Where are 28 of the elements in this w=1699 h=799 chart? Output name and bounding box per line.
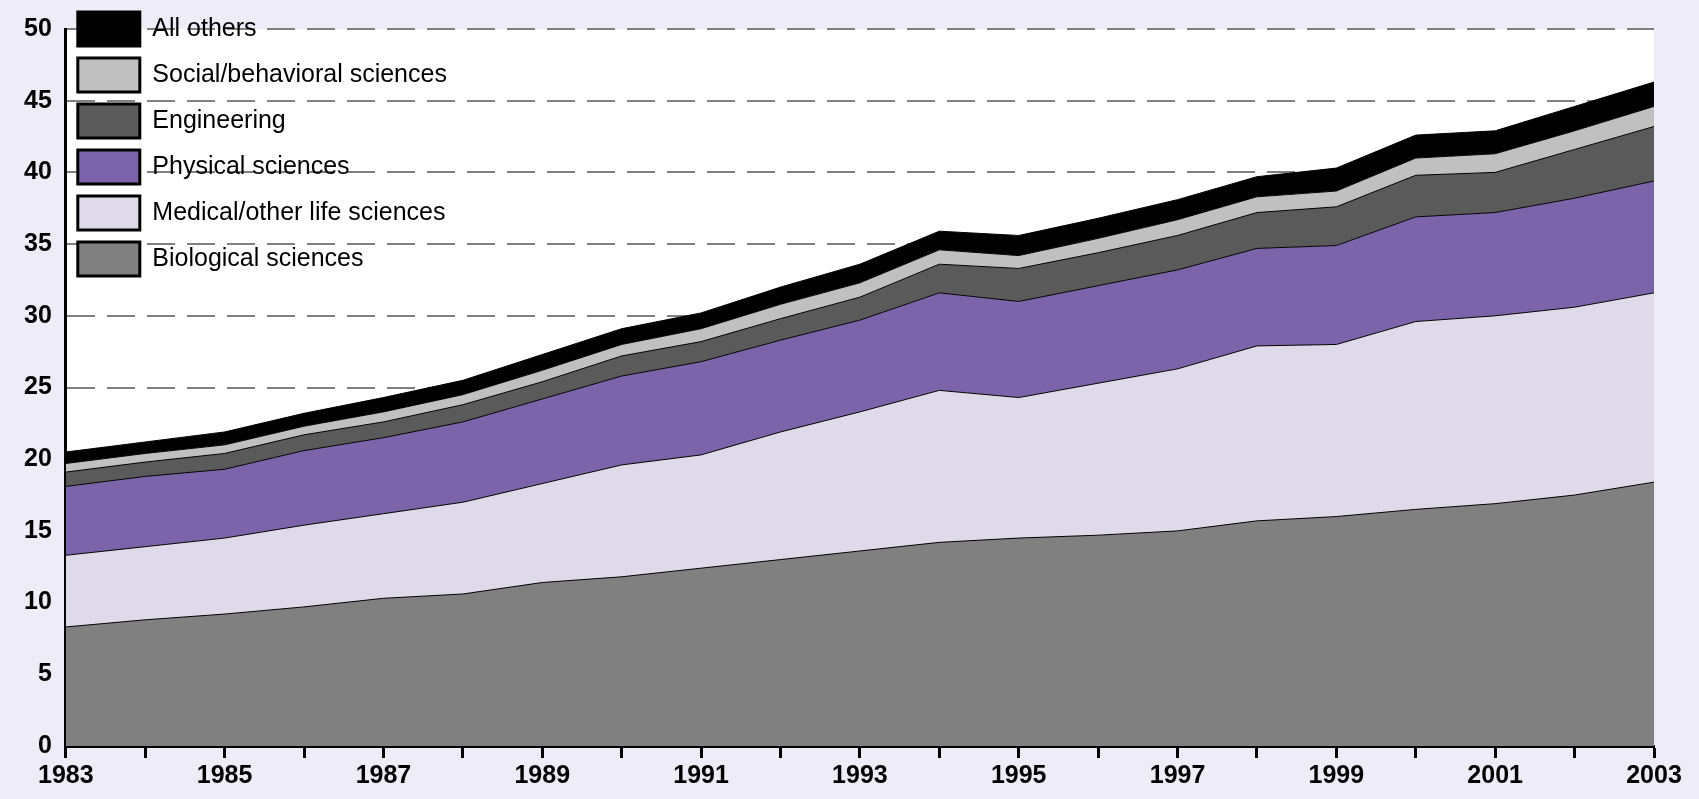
- x-tick-label: 1983: [38, 759, 94, 788]
- x-tick-label: 1999: [1308, 759, 1365, 788]
- legend-label: Biological sciences: [152, 242, 364, 271]
- y-tick-label: 15: [24, 514, 52, 543]
- legend-label: Physical sciences: [152, 150, 350, 179]
- y-tick-label: 20: [24, 443, 52, 472]
- y-tick-label: 5: [37, 658, 52, 687]
- x-tick-label: 2001: [1467, 759, 1524, 788]
- y-tick-label: 25: [24, 371, 52, 400]
- legend-label: Social/behavioral sciences: [152, 58, 447, 87]
- y-tick-label: 10: [24, 586, 52, 615]
- x-tick-label: 1989: [514, 759, 571, 788]
- y-tick-label: 40: [24, 156, 52, 185]
- x-tick-label: 1991: [673, 759, 729, 788]
- legend-label: Engineering: [152, 104, 286, 133]
- x-tick-label: 1997: [1149, 759, 1206, 788]
- x-tick-label: 1993: [832, 759, 888, 788]
- x-tick-label: 1995: [990, 759, 1047, 788]
- legend-label: All others: [152, 12, 257, 41]
- y-tick-label: 50: [24, 12, 52, 41]
- x-tick-label: 1987: [355, 759, 412, 788]
- y-tick-label: 35: [24, 227, 52, 256]
- y-tick-label: 0: [37, 729, 52, 758]
- legend-label: Medical/other life sciences: [152, 196, 446, 225]
- x-tick-label: 1985: [196, 759, 253, 788]
- x-tick-label: 2003: [1626, 759, 1682, 788]
- y-tick-label: 45: [24, 84, 52, 113]
- y-tick-label: 30: [24, 299, 52, 328]
